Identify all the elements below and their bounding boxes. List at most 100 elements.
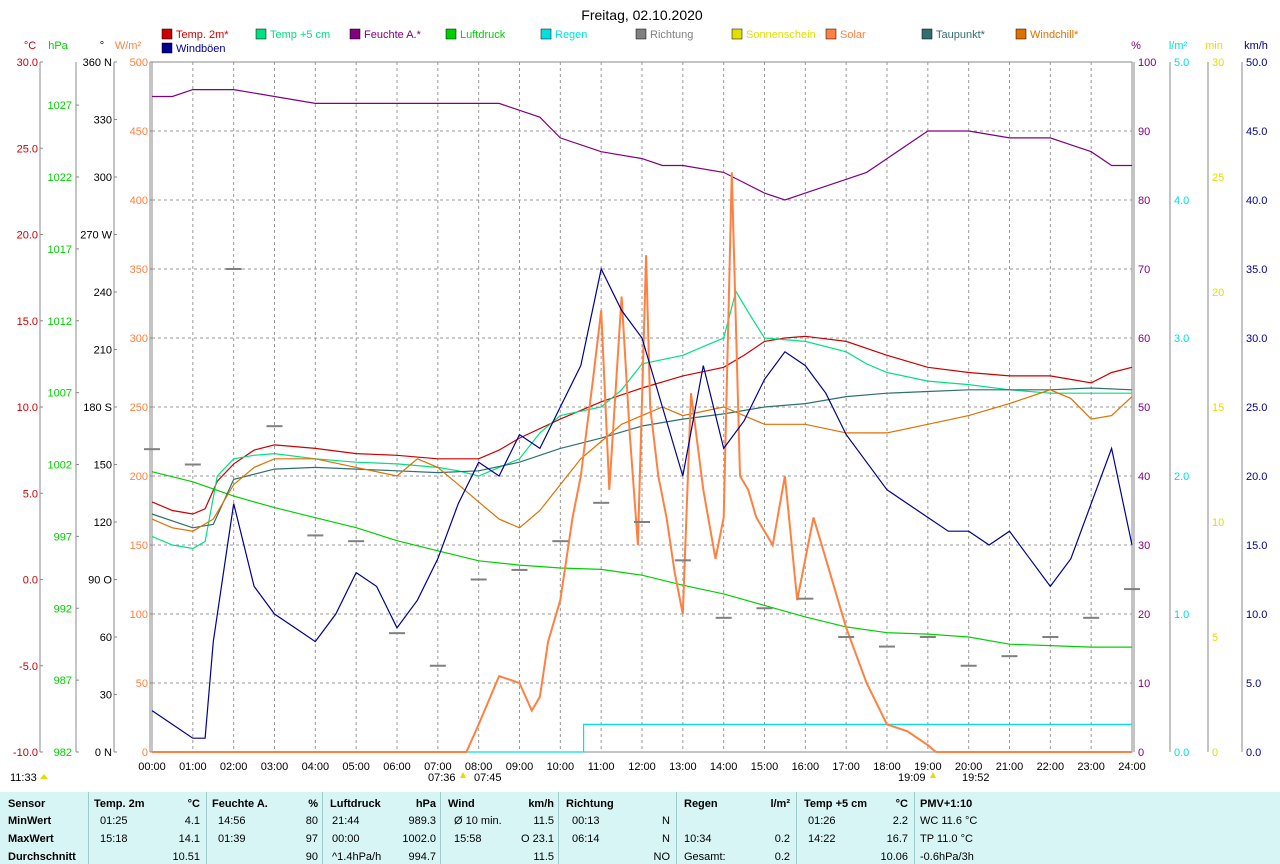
wind-value: O 23.1: [520, 833, 554, 845]
sunshine-tick: 10: [1212, 517, 1224, 529]
hdr-humidity-unit: %: [308, 798, 318, 810]
direction-tick: 300: [94, 172, 112, 184]
direction-tick: 360 N: [83, 57, 112, 69]
pressure-value: 994.7: [408, 851, 436, 863]
legend-label: Temp. 2m*: [176, 29, 229, 41]
summary-divider: [88, 792, 89, 864]
legend-swatch: [255, 28, 267, 40]
legend-swatch: [731, 28, 743, 40]
time-label: 14:00: [710, 761, 738, 773]
direction-point: [1001, 655, 1018, 658]
series-feuchte-a: [152, 88, 1132, 201]
pressure-tick: 1027: [48, 100, 72, 112]
rain-tick: 2.0: [1174, 471, 1189, 483]
pressure-tick: 1017: [48, 244, 72, 256]
pressure-unit: hPa: [48, 40, 68, 52]
humidity-time: 14:56: [218, 815, 246, 827]
legend-swatch: [349, 28, 361, 40]
sunset-icon: [930, 772, 936, 778]
temp5-time: 14:22: [808, 833, 836, 845]
temp5-value: 16.7: [886, 833, 908, 845]
hdr-wind: Wind: [448, 798, 475, 810]
pressure-tick: 982: [54, 747, 72, 759]
hdr-rain-unit: l/m²: [770, 798, 790, 810]
legend-label: Feuchte A.*: [364, 29, 422, 41]
direction-point: [184, 463, 201, 466]
time-label: 18:00: [873, 761, 901, 773]
direction-point: [960, 664, 977, 667]
temp-tick: 15.0: [17, 316, 38, 328]
series-windchill: [151, 389, 1133, 532]
wind-tick: 20.0: [1246, 471, 1267, 483]
temp-tick: 20.0: [17, 230, 38, 242]
temp5-time: 01:26: [808, 815, 836, 827]
humidity-value: 80: [305, 815, 318, 827]
legend-label: Sonnenschein: [746, 29, 816, 41]
pressure-tick: 1012: [48, 316, 72, 328]
humidity-tick: 60: [1138, 333, 1150, 345]
solar-tick: 0: [142, 747, 148, 759]
direction-tick: 150: [94, 460, 112, 472]
sunshine-tick: 25: [1212, 172, 1224, 184]
time-label: 17:00: [832, 761, 860, 773]
direction-tick: 90 O: [88, 575, 112, 587]
sunshine-tick: 5: [1212, 632, 1218, 644]
humidity-tick: 50: [1138, 402, 1150, 414]
direction-point: [144, 448, 160, 451]
solar-tick: 250: [130, 402, 148, 414]
direction-point: [429, 664, 446, 667]
sunset2-label: 19:52: [962, 772, 990, 784]
summary-divider: [676, 792, 677, 864]
pressure-tick: 1022: [48, 172, 72, 184]
legend-label: Solar: [840, 29, 866, 41]
humidity-tick: 70: [1138, 264, 1150, 276]
humidity-value: 97: [305, 833, 318, 845]
solar-tick: 150: [130, 540, 148, 552]
moonrise-label: 11:33: [10, 772, 37, 784]
time-label: 24:00: [1118, 761, 1146, 773]
wind-value: 11.5: [533, 851, 554, 863]
rain-tick: 1.0: [1174, 609, 1189, 621]
time-label: 03:00: [261, 761, 289, 773]
rain-tick: 0.0: [1174, 747, 1189, 759]
sunset-label: 19:09: [898, 772, 926, 784]
temp-tick: -5.0: [19, 661, 38, 673]
time-label: 19:00: [914, 761, 942, 773]
sunrise-icon: [460, 772, 466, 778]
humidity-tick: 90: [1138, 126, 1150, 138]
wind-tick: 10.0: [1246, 609, 1267, 621]
solar-tick: 450: [130, 126, 148, 138]
solar-tick: 200: [130, 471, 148, 483]
direction-unit: °: [100, 40, 104, 52]
rain-tick: 5.0: [1174, 57, 1189, 69]
temp-tick: 30.0: [17, 57, 38, 69]
pressure-time: ^1.4hPa/h: [332, 851, 382, 863]
time-label: 12:00: [628, 761, 656, 773]
direction-tick: 270 W: [80, 230, 112, 242]
hdr-wind-unit: km/h: [528, 798, 554, 810]
solar-tick: 100: [130, 609, 148, 621]
pressure-time: 00:00: [332, 833, 360, 845]
direction-point: [797, 597, 814, 600]
sunshine-unit: min: [1205, 40, 1223, 52]
legend: Temp. 2m* Temp +5 cm Feuchte A.* Luftdruck R…: [161, 28, 1079, 55]
summary-divider: [914, 792, 915, 864]
time-label: 06:00: [383, 761, 411, 773]
chart-title: Freitag, 02.10.2020: [581, 7, 703, 23]
legend-label: Regen: [555, 29, 587, 41]
pmv-value: -0.6hPa/3h: [920, 851, 974, 863]
legend-swatch: [1015, 28, 1027, 40]
temp5-value: 10.06: [880, 851, 908, 863]
wind-tick: 45.0: [1246, 126, 1267, 138]
rain-tick: 4.0: [1174, 195, 1189, 207]
rain-time: 10:34: [684, 833, 712, 845]
direction-point: [552, 540, 569, 543]
summary-divider: [206, 792, 207, 864]
time-label: 11:00: [588, 761, 615, 773]
wind-value: 11.5: [533, 815, 554, 827]
solar-tick: 300: [130, 333, 148, 345]
time-label: 02:00: [220, 761, 248, 773]
temp-tick: 10.0: [17, 402, 38, 414]
temp2m-value: 4.1: [184, 815, 200, 827]
legend-swatch: [635, 28, 647, 40]
